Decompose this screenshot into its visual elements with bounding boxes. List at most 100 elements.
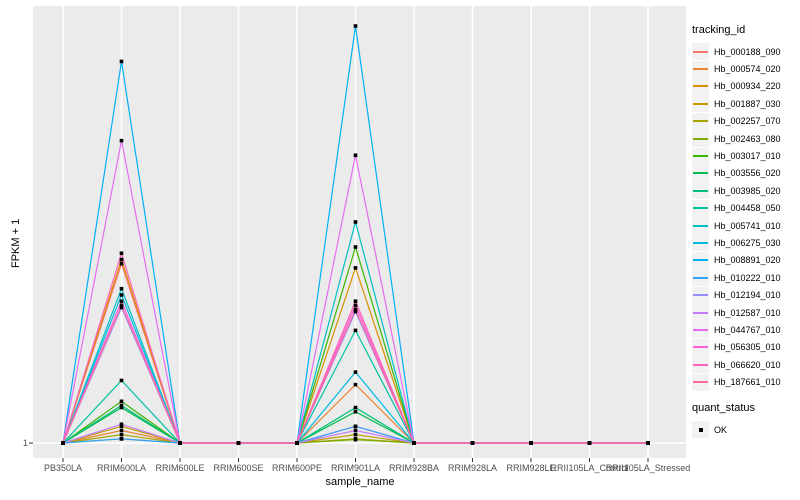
legend-item-Hb_004458_050: Hb_004458_050 <box>692 199 798 217</box>
legend-key-box <box>692 373 709 391</box>
data-point-marker <box>119 303 124 308</box>
data-point-marker <box>119 432 124 437</box>
legend-key-line-icon <box>693 189 708 192</box>
legend-key-box <box>692 356 709 374</box>
legend-item-Hb_012587_010: Hb_012587_010 <box>692 304 798 322</box>
data-point-marker <box>119 424 124 429</box>
legend-item-label: Hb_012194_010 <box>714 290 781 301</box>
data-point-marker <box>119 286 124 291</box>
data-point-marker <box>119 403 124 408</box>
legend-key-box <box>692 321 709 339</box>
legend-item-Hb_006275_030: Hb_006275_030 <box>692 234 798 252</box>
data-point-marker <box>353 303 358 308</box>
legend-item-label: Hb_003556_020 <box>714 168 781 179</box>
legend-item-Hb_012194_010: Hb_012194_010 <box>692 286 798 304</box>
legend-item-label: Hb_000574_020 <box>714 64 781 75</box>
data-point-marker <box>353 24 358 28</box>
x-tick-label-RRIM600PE: RRIM600PE <box>271 463 323 473</box>
legend-key-box <box>692 43 709 61</box>
legend-key-line-icon <box>693 311 708 314</box>
data-point-marker <box>119 257 124 262</box>
data-point-marker <box>236 441 241 445</box>
legend-entries: Hb_000188_090 Hb_000574_020 Hb_000934_220 H… <box>692 43 798 391</box>
legend-item-label: Hb_006275_030 <box>714 237 781 248</box>
legend-item-Hb_010222_010: Hb_010222_010 <box>692 269 798 287</box>
legend-item-label: Hb_003017_010 <box>714 151 781 162</box>
legend-key-line-icon <box>693 224 708 227</box>
legend-title-quant-status: quant_status <box>692 401 755 414</box>
legend-key-box <box>692 130 709 148</box>
data-point-marker <box>178 441 182 445</box>
data-point-marker <box>119 399 124 404</box>
data-point-marker <box>353 370 358 374</box>
data-point-marker <box>119 428 124 433</box>
legend-item-label: Hb_012587_010 <box>714 307 781 318</box>
data-point-marker <box>353 432 358 437</box>
data-point-marker <box>353 409 358 414</box>
legend-key-line-icon <box>693 102 708 105</box>
legend-item-label: OK <box>714 424 728 435</box>
data-point-marker <box>119 422 124 427</box>
legend-key-box <box>692 77 709 95</box>
x-tick-label-RRIM928LE: RRIM928LE <box>506 463 556 473</box>
legend-item-Hb_003556_020: Hb_003556_020 <box>692 164 798 182</box>
legend-key-box <box>692 234 709 252</box>
legend-key-line-icon <box>693 207 708 210</box>
legend-key-line-icon <box>693 276 708 279</box>
data-point-marker <box>353 153 358 158</box>
data-point-marker <box>119 305 124 310</box>
legend-item-label: Hb_002463_080 <box>714 133 781 144</box>
data-point-marker <box>412 441 416 445</box>
legend-key-box <box>692 338 709 356</box>
data-point-marker <box>119 261 124 266</box>
data-point-marker <box>353 424 358 429</box>
plot-panel-background <box>33 6 686 458</box>
legend-item-label: Hb_066620_010 <box>714 359 781 370</box>
data-point-marker <box>119 59 124 64</box>
legend-item-label: Hb_000188_090 <box>714 46 781 57</box>
data-point-marker <box>353 309 358 314</box>
legend-key-box <box>692 251 709 269</box>
x-tick-label-RRIM928BA: RRIM928BA <box>388 463 440 473</box>
legend-item-Hb_001887_030: Hb_001887_030 <box>692 95 798 113</box>
legend-key-line-icon <box>693 294 708 297</box>
legend-key-box <box>692 304 709 322</box>
legend-key-line-icon <box>693 346 708 349</box>
legend-key-box <box>692 60 709 78</box>
legend-item-label: Hb_002257_070 <box>714 116 781 127</box>
legend-key-line-icon <box>693 241 708 244</box>
y-tick-label: 1 <box>22 438 28 448</box>
legend-item-label: Hb_004458_050 <box>714 203 781 214</box>
legend-key-line-icon <box>693 259 708 262</box>
legend-item-Hb_003017_010: Hb_003017_010 <box>692 147 798 165</box>
legend-key-box <box>692 164 709 182</box>
x-tick-label-RRIM901LA: RRIM901LA <box>330 463 381 473</box>
legend-key-line-icon <box>693 155 708 158</box>
legend-item-Hb_002463_080: Hb_002463_080 <box>692 130 798 148</box>
legend-item-label: Hb_005741_010 <box>714 220 781 231</box>
legend-item-Hb_044767_010: Hb_044767_010 <box>692 321 798 339</box>
legend-item-label: Hb_003985_020 <box>714 185 781 196</box>
legend-item-label: Hb_056305_010 <box>714 342 781 353</box>
x-tick-label-RRIM600LA: RRIM600LA <box>96 463 147 473</box>
data-point-marker <box>353 266 358 270</box>
legend-key-box <box>692 112 709 130</box>
legend-key-line-icon <box>693 328 708 331</box>
legend-key-box <box>692 182 709 200</box>
legend-key-line-icon <box>693 137 708 140</box>
legend-item-Hb_056305_010: Hb_056305_010 <box>692 338 798 356</box>
data-point-marker <box>119 251 124 256</box>
legend-key-line-icon <box>693 120 708 123</box>
legend-item-Hb_005741_010: Hb_005741_010 <box>692 217 798 235</box>
data-point-marker <box>470 441 475 445</box>
x-tick-label-PB350LA: PB350LA <box>43 463 83 473</box>
legend-key-line-icon <box>693 363 708 366</box>
legend-item-Hb_000574_020: Hb_000574_020 <box>692 60 798 78</box>
legend-item-Hb_000934_220: Hb_000934_220 <box>692 77 798 95</box>
legend-key-line-icon <box>693 68 708 71</box>
x-tick-label-RRIM600LE: RRIM600LE <box>155 463 205 473</box>
legend-key-box <box>692 147 709 165</box>
legend-item-Hb_187661_010: Hb_187661_010 <box>692 373 798 391</box>
legend-item-Hb_003985_020: Hb_003985_020 <box>692 182 798 200</box>
